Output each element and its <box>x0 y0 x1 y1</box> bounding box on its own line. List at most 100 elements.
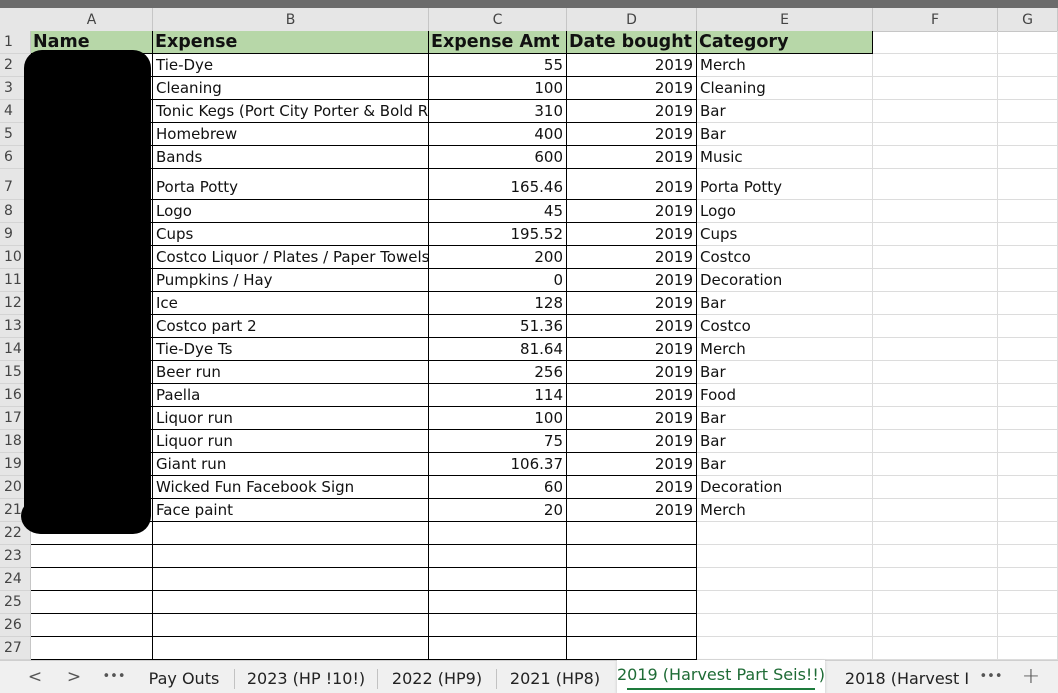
cell-date[interactable]: 2019 <box>567 430 697 453</box>
row-header-13[interactable]: 13 <box>0 315 31 338</box>
cell-empty[interactable] <box>429 637 567 660</box>
cell-date[interactable]: 2019 <box>567 407 697 430</box>
cell-empty[interactable] <box>998 246 1058 269</box>
cell-name-redacted[interactable] <box>31 568 153 591</box>
cell-empty[interactable] <box>697 591 873 614</box>
cell-empty[interactable] <box>873 568 998 591</box>
cell-date[interactable]: 2019 <box>567 499 697 522</box>
cell-expense[interactable]: Tie-Dye <box>153 54 429 77</box>
row-header-22[interactable]: 22 <box>0 522 31 545</box>
cell-category[interactable]: Merch <box>697 54 873 77</box>
cell-empty[interactable] <box>873 292 998 315</box>
row-header-26[interactable]: 26 <box>0 614 31 637</box>
cell-expense[interactable]: Giant run <box>153 453 429 476</box>
cell-name-redacted[interactable] <box>31 545 153 568</box>
cell-empty[interactable] <box>153 545 429 568</box>
scroll-tabs-right-button[interactable]: > <box>66 667 82 687</box>
cell-category[interactable]: Food <box>697 384 873 407</box>
cell-expense[interactable]: Pumpkins / Hay <box>153 269 429 292</box>
column-header-f[interactable]: F <box>873 8 998 31</box>
cell-expense[interactable]: Costco Liquor / Plates / Paper Towels <box>153 246 429 269</box>
cell-date[interactable]: 2019 <box>567 476 697 499</box>
cell-category[interactable]: Music <box>697 146 873 169</box>
cell-empty[interactable] <box>873 169 998 200</box>
cell-expense[interactable]: Logo <box>153 200 429 223</box>
cell-empty[interactable] <box>567 545 697 568</box>
cell-amount[interactable]: 0 <box>429 269 567 292</box>
sheet-tab-6[interactable]: 2018 (Harvest I <box>841 661 973 693</box>
column-header-d[interactable]: D <box>567 8 697 31</box>
header-category[interactable]: Category <box>697 31 873 54</box>
cell-empty[interactable] <box>998 407 1058 430</box>
cell-empty[interactable] <box>998 476 1058 499</box>
cell-expense[interactable]: Tie-Dye Ts <box>153 338 429 361</box>
cell-category[interactable]: Bar <box>697 292 873 315</box>
cell-category[interactable]: Cleaning <box>697 77 873 100</box>
cell-expense[interactable]: Ice <box>153 292 429 315</box>
cell-amount[interactable]: 310 <box>429 100 567 123</box>
cell-empty[interactable] <box>873 54 998 77</box>
cell-empty[interactable] <box>998 522 1058 545</box>
cell-empty[interactable] <box>998 361 1058 384</box>
cell-amount[interactable]: 106.37 <box>429 453 567 476</box>
cell-empty[interactable] <box>873 223 998 246</box>
cell-empty[interactable] <box>873 407 998 430</box>
cell-category[interactable]: Decoration <box>697 269 873 292</box>
row-header-27[interactable]: 27 <box>0 637 31 660</box>
row-header-19[interactable]: 19 <box>0 453 31 476</box>
cell-category[interactable]: Logo <box>697 200 873 223</box>
cell-category[interactable]: Bar <box>697 453 873 476</box>
cell-expense[interactable]: Cleaning <box>153 77 429 100</box>
cell-empty[interactable] <box>429 591 567 614</box>
cell-empty[interactable] <box>873 269 998 292</box>
column-header-g[interactable]: G <box>998 8 1058 31</box>
cell-empty[interactable] <box>873 200 998 223</box>
cell-date[interactable]: 2019 <box>567 361 697 384</box>
row-header-15[interactable]: 15 <box>0 361 31 384</box>
cell-empty[interactable] <box>153 637 429 660</box>
cell-empty[interactable] <box>998 384 1058 407</box>
cell-empty[interactable] <box>998 453 1058 476</box>
cell-empty[interactable] <box>873 338 998 361</box>
cell-empty[interactable] <box>873 453 998 476</box>
cell-empty[interactable] <box>873 31 998 54</box>
cell-date[interactable]: 2019 <box>567 453 697 476</box>
cell-amount[interactable]: 165.46 <box>429 169 567 200</box>
cell-date[interactable]: 2019 <box>567 246 697 269</box>
cell-category[interactable]: Bar <box>697 100 873 123</box>
cell-amount[interactable]: 51.36 <box>429 315 567 338</box>
row-header-16[interactable]: 16 <box>0 384 31 407</box>
cell-amount[interactable]: 20 <box>429 499 567 522</box>
cell-expense[interactable]: Cups <box>153 223 429 246</box>
cell-category[interactable]: Decoration <box>697 476 873 499</box>
more-tabs-right-button[interactable]: ••• <box>979 669 1003 684</box>
column-header-a[interactable]: A <box>31 8 153 31</box>
cell-empty[interactable] <box>998 292 1058 315</box>
cell-category[interactable]: Bar <box>697 123 873 146</box>
cell-empty[interactable] <box>873 614 998 637</box>
cell-empty[interactable] <box>567 614 697 637</box>
cell-amount[interactable]: 114 <box>429 384 567 407</box>
cell-empty[interactable] <box>429 545 567 568</box>
cell-empty[interactable] <box>998 499 1058 522</box>
cell-date[interactable]: 2019 <box>567 200 697 223</box>
cell-expense[interactable]: Bands <box>153 146 429 169</box>
cell-empty[interactable] <box>998 568 1058 591</box>
header-expense[interactable]: Expense <box>153 31 429 54</box>
cell-amount[interactable]: 75 <box>429 430 567 453</box>
cell-empty[interactable] <box>873 637 998 660</box>
cell-expense[interactable]: Wicked Fun Facebook Sign <box>153 476 429 499</box>
cell-empty[interactable] <box>429 568 567 591</box>
cell-date[interactable]: 2019 <box>567 146 697 169</box>
row-header-11[interactable]: 11 <box>0 269 31 292</box>
cell-amount[interactable]: 600 <box>429 146 567 169</box>
cell-expense[interactable]: Liquor run <box>153 407 429 430</box>
cell-empty[interactable] <box>873 591 998 614</box>
cell-expense[interactable]: Porta Potty <box>153 169 429 200</box>
cell-category[interactable]: Bar <box>697 361 873 384</box>
cell-amount[interactable]: 100 <box>429 77 567 100</box>
sheet-tab-2[interactable]: 2023 (HP !10!) <box>236 661 376 693</box>
row-header-25[interactable]: 25 <box>0 591 31 614</box>
row-header-17[interactable]: 17 <box>0 407 31 430</box>
cell-empty[interactable] <box>429 614 567 637</box>
